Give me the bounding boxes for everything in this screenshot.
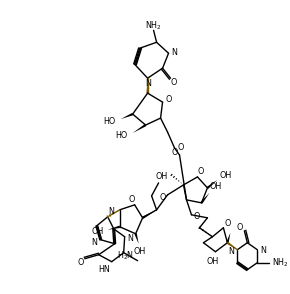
Text: OH: OH	[92, 227, 104, 236]
Text: OH: OH	[155, 172, 168, 181]
Text: O: O	[160, 193, 166, 202]
Text: HO: HO	[115, 131, 128, 140]
Text: N: N	[108, 207, 114, 216]
Text: O: O	[193, 212, 200, 221]
Text: NH$_2$: NH$_2$	[145, 19, 162, 31]
Text: O: O	[165, 95, 172, 103]
Text: O: O	[224, 219, 231, 228]
Text: H$_2$N: H$_2$N	[117, 250, 134, 262]
Text: O: O	[170, 78, 177, 87]
Text: O: O	[78, 258, 84, 267]
Text: NH$_2$: NH$_2$	[272, 256, 289, 269]
Text: HN: HN	[98, 265, 110, 274]
Text: N: N	[146, 79, 152, 88]
Text: N: N	[172, 48, 177, 57]
Polygon shape	[108, 225, 120, 230]
Polygon shape	[207, 180, 218, 189]
Text: O: O	[171, 148, 178, 158]
Polygon shape	[200, 193, 209, 204]
Text: N: N	[229, 247, 234, 256]
Polygon shape	[135, 233, 139, 244]
Text: OH: OH	[209, 182, 222, 191]
Text: OH: OH	[133, 247, 146, 256]
Text: O: O	[197, 168, 204, 176]
Text: OH: OH	[219, 171, 231, 181]
Polygon shape	[121, 113, 133, 119]
Text: O: O	[177, 143, 184, 151]
Polygon shape	[226, 233, 230, 243]
Text: OH: OH	[206, 257, 219, 266]
Polygon shape	[142, 210, 157, 219]
Text: HO: HO	[104, 116, 116, 126]
Polygon shape	[146, 78, 149, 93]
Text: N: N	[260, 246, 266, 255]
Text: N: N	[128, 234, 134, 243]
Text: O: O	[128, 195, 135, 204]
Polygon shape	[227, 242, 238, 250]
Text: O: O	[236, 223, 242, 232]
Text: N: N	[91, 238, 97, 247]
Polygon shape	[133, 124, 146, 133]
